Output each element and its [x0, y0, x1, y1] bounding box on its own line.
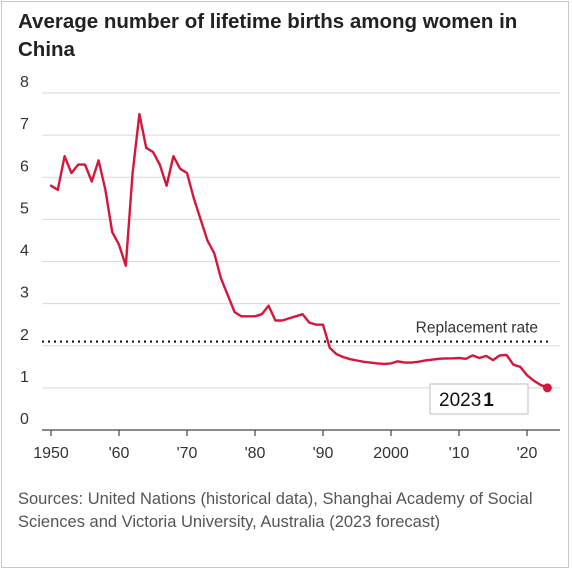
y-tick-label: 4: [20, 243, 29, 260]
y-tick-label: 2: [20, 327, 29, 344]
replacement-rate-label: Replacement rate: [416, 320, 538, 337]
callout-value: 1: [483, 390, 494, 411]
x-tick-label: 1950: [33, 445, 69, 462]
chart-title: Average number of lifetime births among …: [18, 10, 518, 61]
callout-year: 2023: [439, 390, 481, 411]
y-tick-label: 6: [20, 158, 29, 175]
x-tick-label: '70: [177, 445, 198, 462]
x-tick-label: '10: [449, 445, 470, 462]
x-tick-label: '20: [517, 445, 538, 462]
y-tick-label: 7: [20, 116, 29, 133]
x-tick-label: '90: [313, 445, 334, 462]
y-tick-label: 3: [20, 285, 29, 302]
y-tick-label: 8: [20, 74, 29, 91]
callout-label: 2023 1: [439, 390, 494, 411]
source-note: Sources: United Nations (historical data…: [18, 490, 533, 531]
y-tick-label: 0: [20, 411, 29, 428]
x-tick-label: 2000: [373, 445, 409, 462]
x-tick-label: '60: [109, 445, 130, 462]
y-tick-label: 5: [20, 200, 29, 217]
fertility-rate-line: [49, 112, 549, 390]
callout-box: [429, 383, 529, 415]
y-tick-label: 1: [20, 369, 29, 386]
latest-value-dot: [542, 383, 552, 393]
x-tick-label: '80: [245, 445, 266, 462]
